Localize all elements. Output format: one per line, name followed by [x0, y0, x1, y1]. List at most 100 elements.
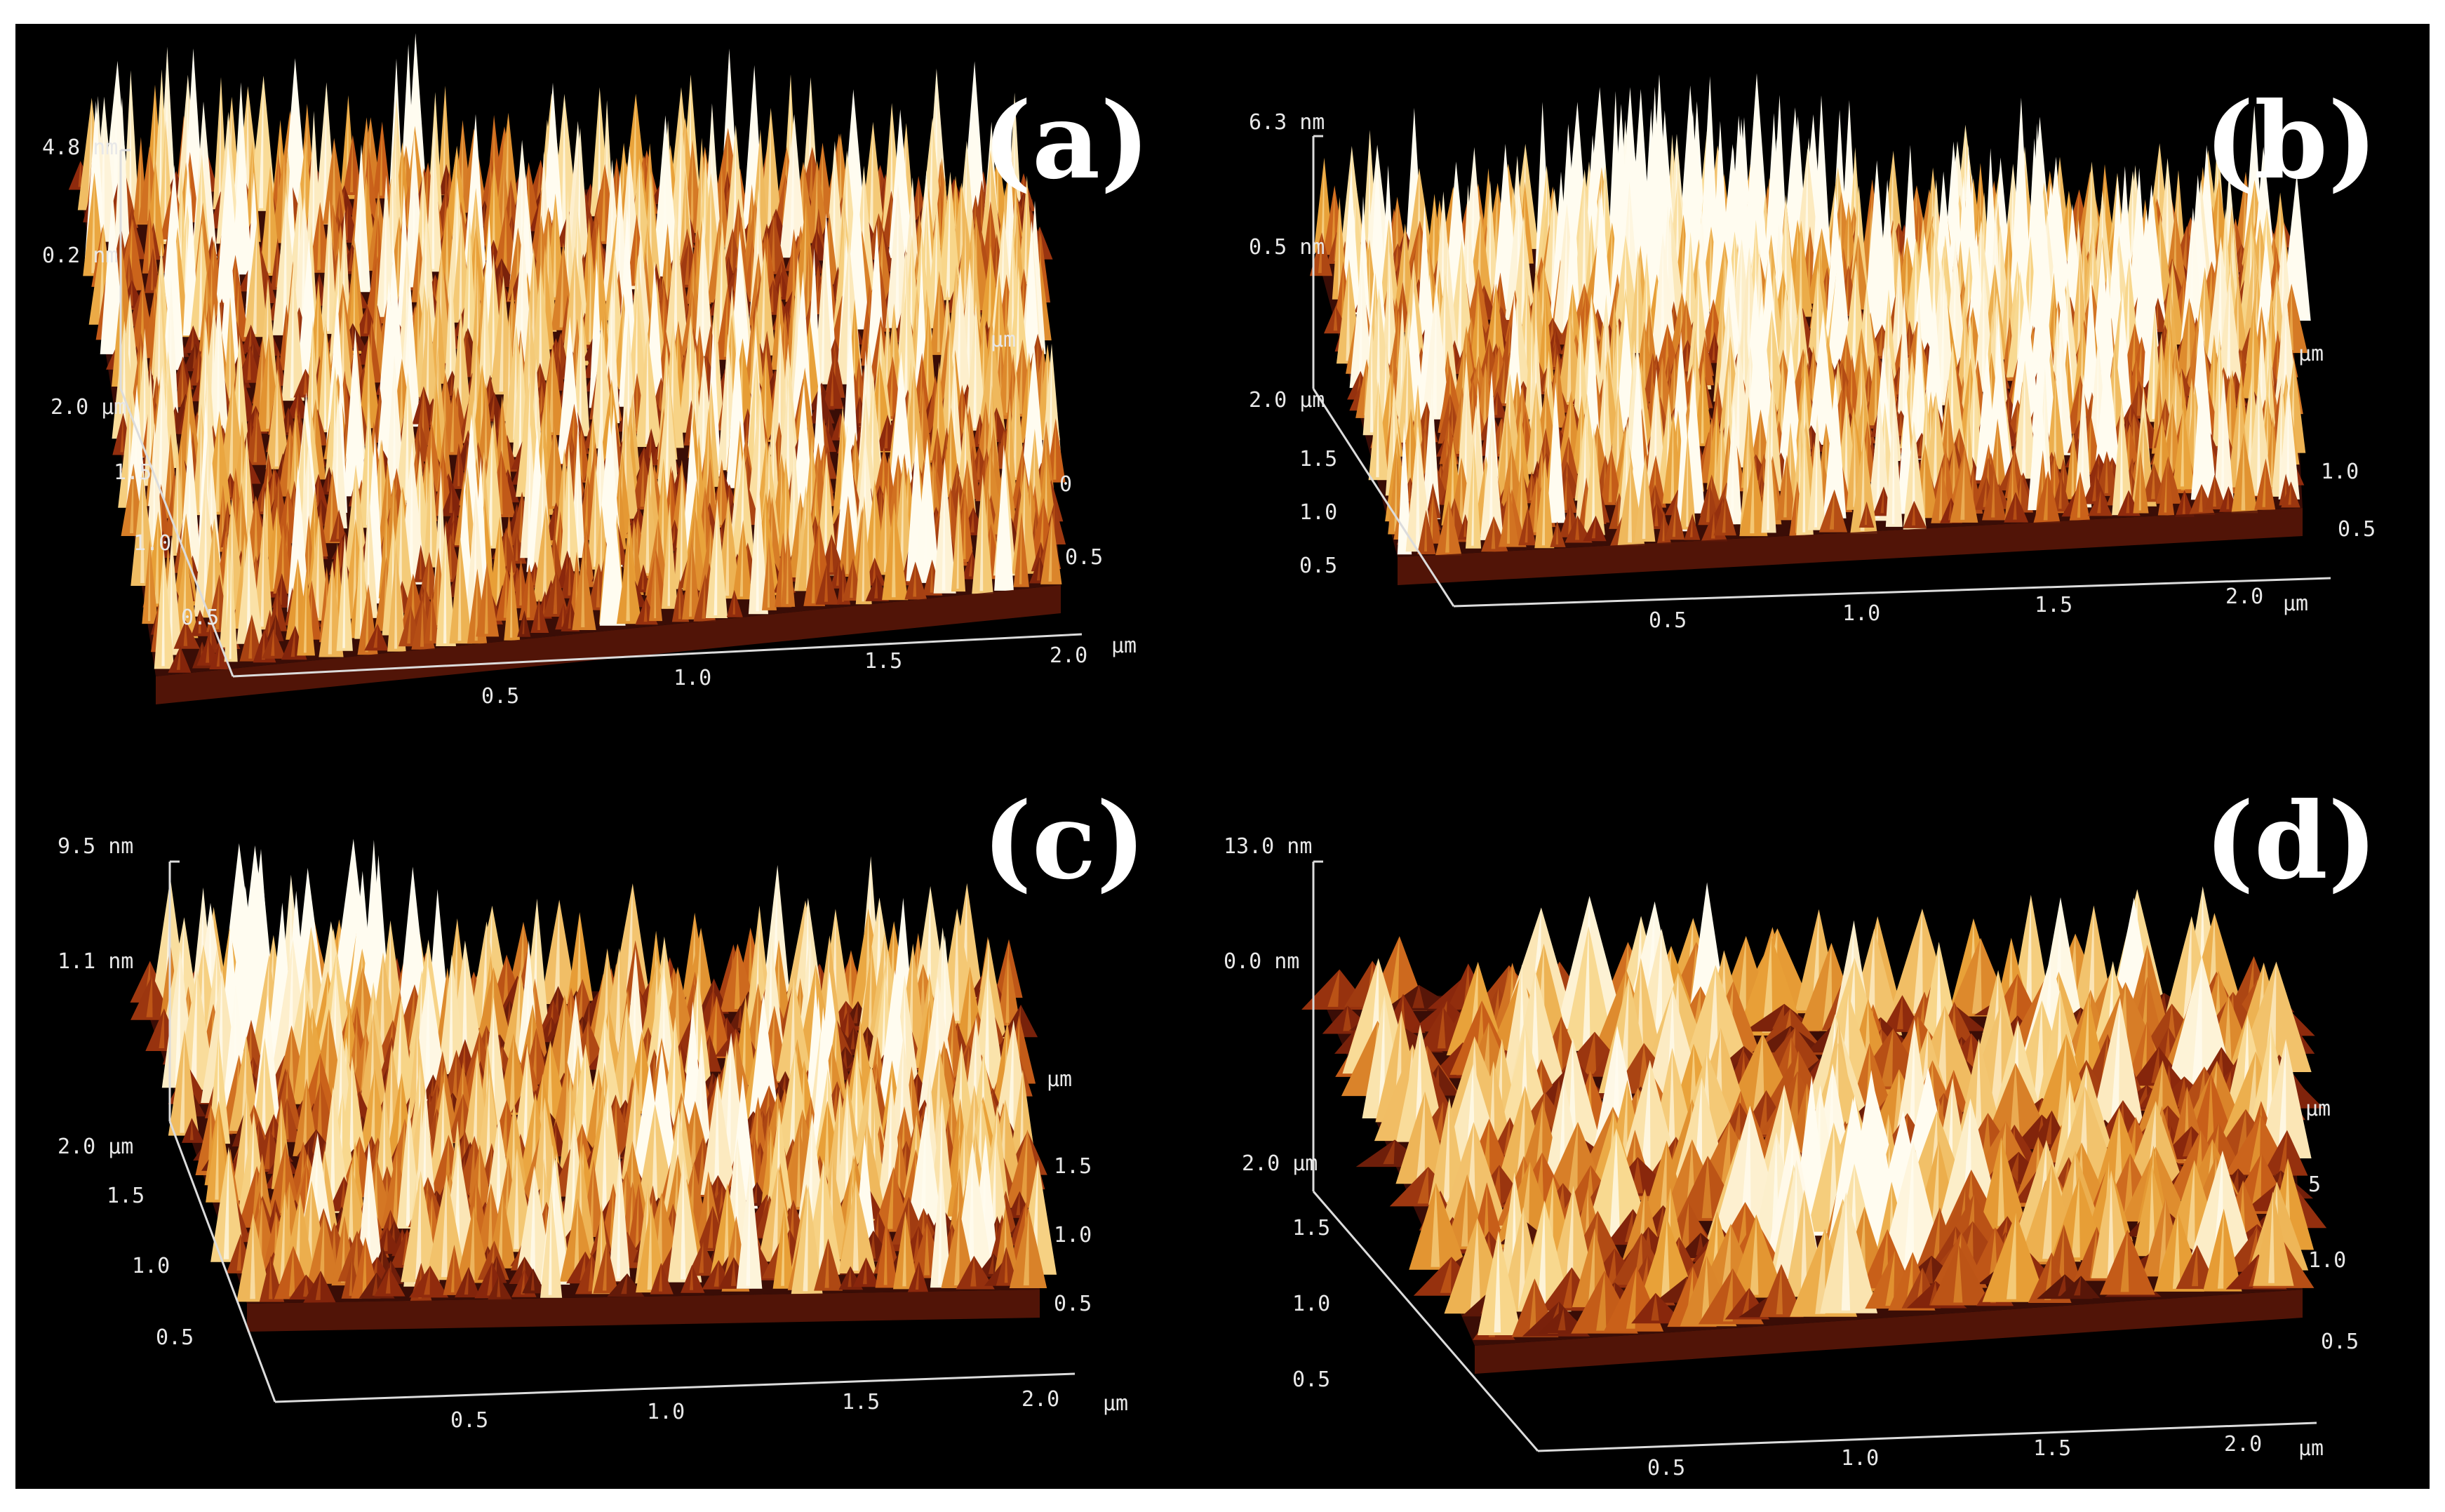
surface-peak-highlight	[443, 524, 447, 643]
surface-peak-highlight	[576, 422, 579, 556]
surface-peak-highlight	[449, 486, 453, 514]
surface-peak-highlight	[1636, 250, 1639, 351]
surface-peak-highlight	[997, 272, 1000, 374]
surface-peak-highlight	[1387, 252, 1391, 370]
surface-peak-highlight	[872, 479, 876, 570]
surface-peak-highlight	[626, 541, 630, 622]
surface-peak-highlight	[970, 61, 975, 222]
surface-peak-highlight	[678, 579, 681, 620]
surface-peak-highlight	[1581, 181, 1586, 305]
surface-peak-highlight	[575, 319, 577, 390]
panel-b-plot: 6.3 nm 0.5 nm 2.0 µm 1.5 1.0 0.5 0.5 1.0…	[1249, 73, 2376, 633]
surface-peak-highlight	[487, 375, 490, 408]
surface-peak-highlight	[518, 334, 521, 455]
surface-peak-highlight	[350, 135, 354, 192]
surface-peak-highlight	[279, 573, 282, 605]
surface-peak	[1406, 168, 1435, 266]
surface-peak-highlight	[702, 574, 706, 619]
surface-peak-highlight	[405, 372, 409, 500]
surface-peak-highlight	[161, 547, 165, 667]
surface-peak-highlight	[261, 629, 265, 660]
surface-peak-highlight	[925, 305, 929, 404]
surface-peak-highlight	[1877, 324, 1882, 356]
surface-peak-highlight	[248, 614, 253, 659]
x-axis-line	[232, 633, 1083, 678]
side-unit-label: µm	[991, 328, 1016, 352]
surface-peak-highlight	[253, 222, 257, 335]
surface-peak-highlight	[708, 173, 713, 298]
surface-peak-highlight	[730, 228, 733, 271]
surface-peak-highlight	[312, 111, 315, 254]
surface-peak-highlight	[445, 206, 449, 302]
surface-peak-highlight	[484, 563, 488, 634]
surface-peak-highlight	[1489, 180, 1492, 293]
surface-peak-highlight	[792, 229, 796, 300]
surface-peak-highlight	[399, 359, 403, 440]
surface-peak-highlight	[385, 316, 389, 459]
y-tick-label: 1.0	[133, 531, 171, 556]
surface-peak-highlight	[350, 323, 355, 348]
surface-peak	[726, 589, 743, 617]
surface-peak-highlight	[596, 563, 600, 608]
surface-peak	[616, 541, 642, 624]
surface-peak-highlight	[858, 396, 862, 424]
surface-peak-highlight	[216, 290, 220, 436]
surface-peak-highlight	[815, 160, 818, 234]
y-unit-label: 2.0 µm	[51, 395, 126, 420]
surface-peak-highlight	[689, 537, 692, 617]
surface-peak-highlight	[661, 458, 664, 563]
surface-peak-highlight	[417, 232, 420, 300]
surface-peak-highlight	[850, 558, 853, 598]
surface-peak-highlight	[852, 299, 856, 394]
surface-peak-highlight	[1333, 306, 1338, 331]
surface-peak	[1369, 155, 1386, 301]
surface-peak-highlight	[449, 370, 453, 396]
surface-peak-highlight	[784, 457, 787, 554]
surface-peak-highlight	[154, 511, 159, 604]
surface-peak-highlight	[152, 84, 155, 189]
surface-peak-highlight	[561, 603, 564, 627]
surface-peak-highlight	[641, 564, 644, 590]
surface-peak-highlight	[789, 114, 795, 255]
surface-peak-highlight	[140, 469, 145, 583]
surface-peak-highlight	[1816, 267, 1820, 363]
surface-peak-highlight	[352, 340, 356, 494]
surface-peak-highlight	[1903, 236, 1909, 323]
surface-peak-highlight	[799, 383, 804, 522]
surface-peak-highlight	[176, 646, 181, 670]
surface-peak-highlight	[708, 326, 712, 374]
surface-peak-highlight	[584, 476, 588, 537]
surface-peak	[1649, 233, 1679, 368]
surface-peak-highlight	[304, 238, 309, 385]
y-tick-label: 1.5	[114, 460, 152, 485]
surface-peak	[1590, 187, 1614, 330]
surface-peak	[191, 610, 210, 636]
surface-peak-highlight	[518, 491, 523, 543]
surface-peak-highlight	[259, 75, 264, 208]
surface-peak-highlight	[215, 410, 220, 512]
surface-peak-highlight	[407, 606, 411, 644]
surface-peak-highlight	[842, 563, 844, 602]
surface-peak-highlight	[714, 499, 718, 615]
surface-peak-highlight	[821, 243, 825, 382]
surface-peak-highlight	[1562, 203, 1567, 330]
surface-peak-highlight	[378, 439, 382, 535]
surface-peak	[694, 215, 714, 356]
surface-peak-highlight	[292, 58, 297, 207]
surface-peak-highlight	[913, 561, 917, 597]
surface-peak-highlight	[862, 496, 864, 602]
surface-peak-highlight	[634, 214, 638, 283]
surface-peak-highlight	[1688, 232, 1691, 340]
y-tick-label: 0.5	[181, 606, 219, 630]
surface-peak-highlight	[206, 638, 210, 663]
surface-peak-highlight	[286, 424, 290, 494]
surface-peak-highlight	[542, 591, 545, 616]
surface-peak-highlight	[365, 584, 368, 653]
surface-peak-highlight	[143, 328, 146, 455]
surface-peak-highlight	[1422, 204, 1425, 343]
surface-peak-highlight	[1746, 247, 1750, 376]
surface-peak-highlight	[1003, 274, 1008, 353]
surface-peak-highlight	[448, 533, 453, 580]
surface-peak-highlight	[130, 463, 134, 533]
surface-peak-highlight	[247, 345, 251, 380]
